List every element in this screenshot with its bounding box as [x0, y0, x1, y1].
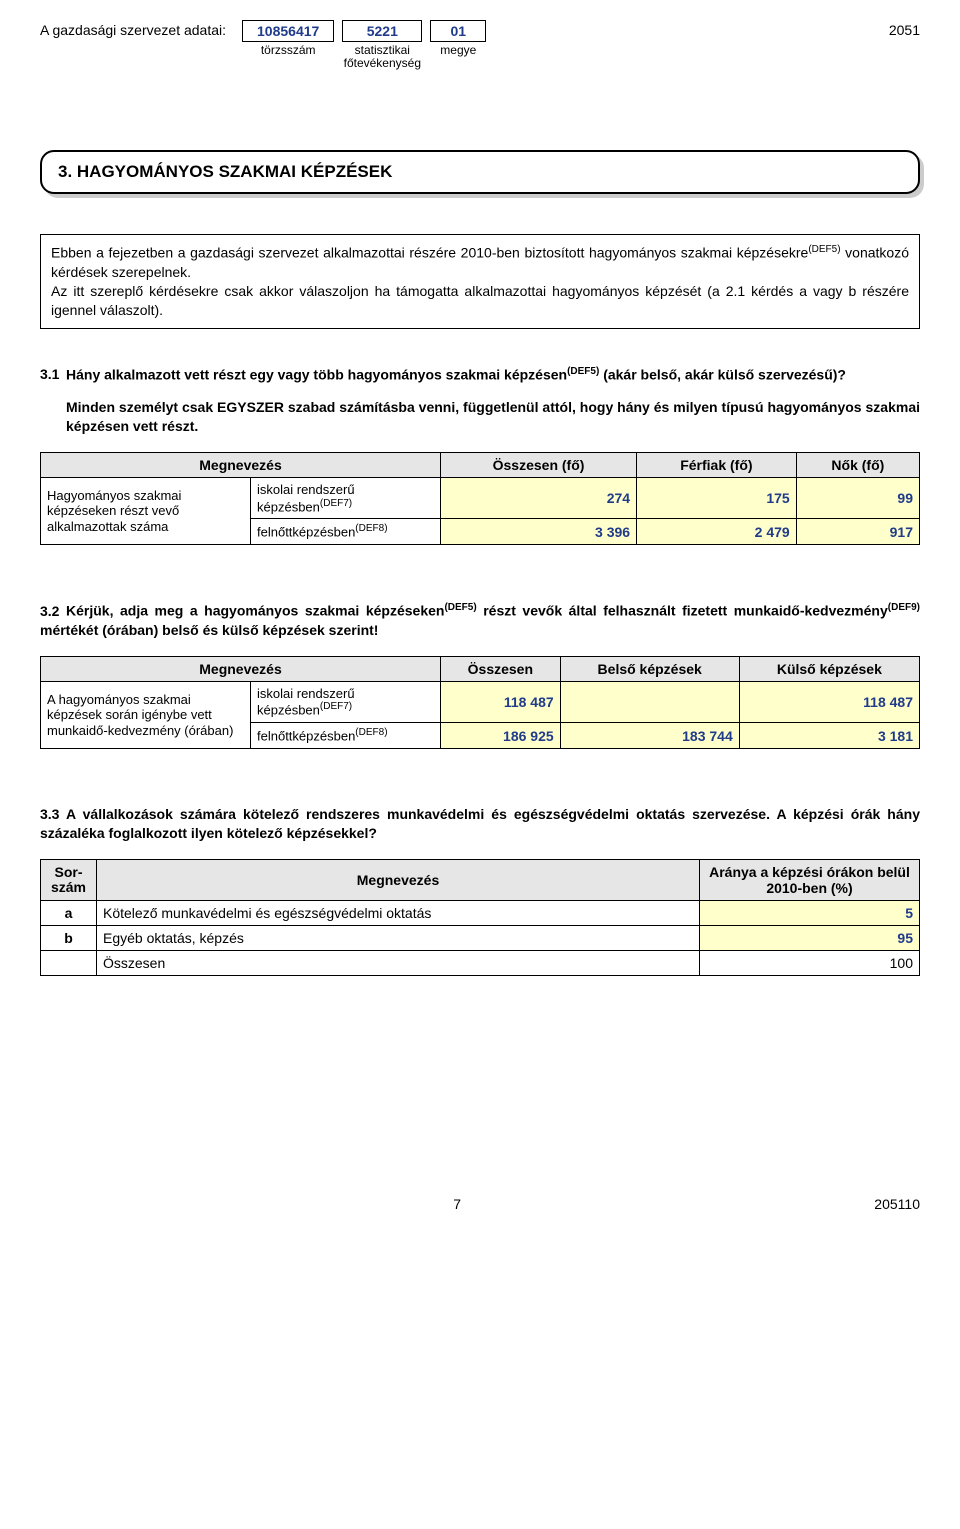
t31-r1-c1: 274 [441, 477, 637, 519]
t32-r2-c3: 3 181 [739, 723, 919, 749]
q31-text2: (akár belső, akár külső szervezésű)? [599, 366, 846, 382]
t32-r2-c1: 186 925 [441, 723, 561, 749]
t32-sub2-sup: (DEF8) [355, 727, 387, 738]
t31-h-osszesen: Összesen (fő) [441, 452, 637, 477]
q33-head: 3.3A vállalkozások számára kötelező rend… [40, 805, 920, 843]
t32-h-kulso: Külső képzések [739, 656, 919, 681]
q32-sup2: (DEF9) [888, 602, 920, 613]
t33-row-a-name: Kötelező munkavédelmi és egészségvédelmi… [97, 901, 700, 926]
t33-total-val: 100 [700, 951, 920, 976]
q32-text2: részt vevők által felhasznált fizetett m… [477, 603, 888, 619]
t32-sub1-sup: (DEF7) [320, 701, 352, 712]
t33-total-label: Összesen [97, 951, 700, 976]
header-value-torzsszam: 10856417 [242, 20, 334, 42]
section-title-box: 3. HAGYOMÁNYOS SZAKMAI KÉPZÉSEK [40, 150, 920, 194]
t32-sub1: iskolai rendszerű képzésben(DEF7) [251, 681, 441, 723]
t31-rowlabel: Hagyományos szakmai képzéseken részt vev… [41, 477, 251, 544]
question-3-2: 3.2Kérjük, adja meg a hagyományos szakma… [40, 601, 920, 749]
intro-text-1: Ebben a fejezetben a gazdasági szervezet… [51, 245, 808, 261]
t31-h-nok: Nők (fő) [796, 452, 919, 477]
t33-row-a-id: a [41, 901, 97, 926]
t32-r1-c2 [560, 681, 739, 723]
t32-r1-c3: 118 487 [739, 681, 919, 723]
q31-sub: Minden személyt csak EGYSZER szabad szám… [40, 398, 920, 436]
intro-sup-1: (DEF5) [808, 244, 840, 255]
header-box-torzsszam: 10856417 törzsszám [242, 20, 334, 57]
t33-row-a-val: 5 [700, 901, 920, 926]
t31-r2-c3: 917 [796, 519, 919, 545]
t33-h-aranya: Aránya a képzési órákon belül 2010-ben (… [700, 860, 920, 901]
q32-num: 3.2 [40, 602, 66, 621]
q31-head: 3.1Hány alkalmazott vett részt egy vagy … [40, 365, 920, 385]
intro-text-3: Az itt szereplő kérdésekre csak akkor vá… [51, 283, 909, 318]
t33-row-b-name: Egyéb oktatás, képzés [97, 926, 700, 951]
t31-r2-c1: 3 396 [441, 519, 637, 545]
t32-r2-c2: 183 744 [560, 723, 739, 749]
t31-r1-c2: 175 [637, 477, 797, 519]
t31-h-ferfiak: Férfiak (fő) [637, 452, 797, 477]
t31-sub1: iskolai rendszerű képzésben(DEF7) [251, 477, 441, 519]
page-footer: 7 205110 [40, 1196, 920, 1212]
header-caption-torzsszam: törzsszám [261, 44, 316, 57]
footer-code: 205110 [874, 1196, 920, 1212]
t32-sub2-text: felnőttképzésben [257, 729, 355, 744]
t31-r2-c2: 2 479 [637, 519, 797, 545]
t32-h-megnevezes: Megnevezés [41, 656, 441, 681]
header-value-megye: 01 [430, 20, 486, 42]
q31-text1: Hány alkalmazott vett részt egy vagy töb… [66, 366, 567, 382]
t31-sub2: felnőttképzésben(DEF8) [251, 519, 441, 545]
header-box-megye: 01 megye [430, 20, 486, 57]
question-3-1: 3.1Hány alkalmazott vett részt egy vagy … [40, 365, 920, 546]
table-3-2: Megnevezés Összesen Belső képzések Külső… [40, 656, 920, 749]
q33-num: 3.3 [40, 805, 66, 824]
intro-box: Ebben a fejezetben a gazdasági szervezet… [40, 234, 920, 328]
footer-page: 7 [453, 1196, 461, 1212]
q31-num: 3.1 [40, 365, 66, 384]
q32-text3: mértékét (órában) belső és külső képzése… [40, 622, 378, 638]
q32-sup1: (DEF5) [444, 602, 476, 613]
t33-row-b-val: 95 [700, 926, 920, 951]
table-3-1: Megnevezés Összesen (fő) Férfiak (fő) Nő… [40, 452, 920, 545]
section-title: 3. HAGYOMÁNYOS SZAKMAI KÉPZÉSEK [58, 162, 902, 182]
table-3-3: Sor-szám Megnevezés Aránya a képzési órá… [40, 859, 920, 976]
t33-h-sorszam: Sor-szám [41, 860, 97, 901]
t31-sub1-sup: (DEF7) [320, 498, 352, 509]
q32-text1: Kérjük, adja meg a hagyományos szakmai k… [66, 603, 444, 619]
header-value-stat: 5221 [342, 20, 422, 42]
header-caption-megye: megye [440, 44, 476, 57]
t33-h-megnevezes: Megnevezés [97, 860, 700, 901]
header-right-code: 2051 [889, 20, 920, 38]
t32-rowlabel: A hagyományos szakmai képzések során igé… [41, 681, 251, 748]
q32-head: 3.2Kérjük, adja meg a hagyományos szakma… [40, 601, 920, 639]
header: A gazdasági szervezet adatai: 10856417 t… [40, 20, 920, 70]
t32-r1-c1: 118 487 [441, 681, 561, 723]
question-3-3: 3.3A vállalkozások számára kötelező rend… [40, 805, 920, 976]
t31-sub2-sup: (DEF8) [355, 523, 387, 534]
t33-total-blank [41, 951, 97, 976]
t33-row-b-id: b [41, 926, 97, 951]
q33-text: A vállalkozások számára kötelező rendsze… [40, 806, 920, 841]
t32-sub2: felnőttképzésben(DEF8) [251, 723, 441, 749]
q31-sup: (DEF5) [567, 366, 599, 377]
t31-sub2-text: felnőttképzésben [257, 525, 355, 540]
header-caption-stat: statisztikai főtevékenység [344, 44, 421, 70]
t32-h-belso: Belső képzések [560, 656, 739, 681]
header-box-stat: 5221 statisztikai főtevékenység [342, 20, 422, 70]
t32-h-osszesen: Összesen [441, 656, 561, 681]
header-label: A gazdasági szervezet adatai: [40, 20, 226, 38]
t31-r1-c3: 99 [796, 477, 919, 519]
t31-h-megnevezes: Megnevezés [41, 452, 441, 477]
